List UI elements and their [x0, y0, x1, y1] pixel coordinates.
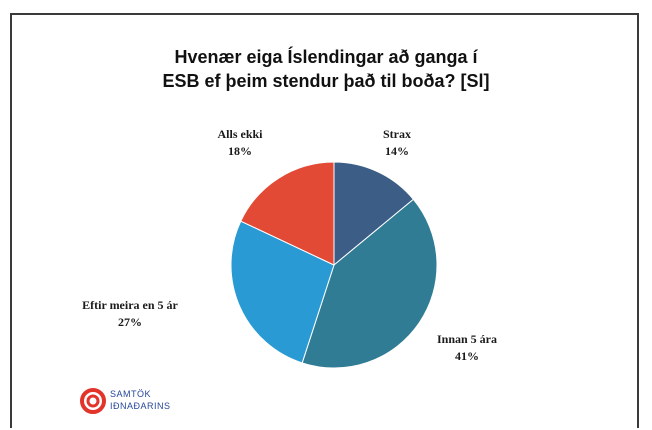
pie-slices [230, 161, 438, 369]
chart-title-line2: ESB ef þeim stendur það til boða? [Sl] [162, 71, 490, 91]
chart-title-line1: Hvenær eiga Íslendingar að ganga í [174, 47, 478, 67]
logo-mark-icon [80, 388, 106, 414]
slice-value-label-1: 41% [455, 349, 479, 363]
pie-slice-2 [230, 220, 335, 364]
logo-wordmark: SAMTÖK IÐNAÐARINS [110, 388, 171, 412]
pie-labels: Strax 14% Innan 5 ára 41% Eftir meira en 5 á… [82, 127, 497, 363]
pie-slice-1 [301, 198, 438, 369]
slice-category-label-3: Alls ekki [217, 127, 263, 141]
slice-category-label-2: Eftir meira en 5 ár [82, 298, 178, 312]
logo-line1: SAMTÖK [110, 389, 152, 399]
logo-line2: IÐNAÐARINS [110, 401, 171, 411]
slice-category-label-0: Strax [383, 127, 411, 141]
slice-value-label-0: 14% [385, 144, 409, 158]
slice-value-label-2: 27% [118, 315, 142, 329]
pie-slice-3 [240, 161, 335, 266]
slice-category-label-1: Innan 5 ára [437, 332, 497, 346]
chart-title: Hvenær eiga Íslendingar að ganga í ESB e… [0, 45, 652, 93]
pie-slice-0 [333, 161, 415, 267]
organization-logo: SAMTÖK IÐNAÐARINS [78, 384, 228, 420]
slice-value-label-3: 18% [228, 144, 252, 158]
